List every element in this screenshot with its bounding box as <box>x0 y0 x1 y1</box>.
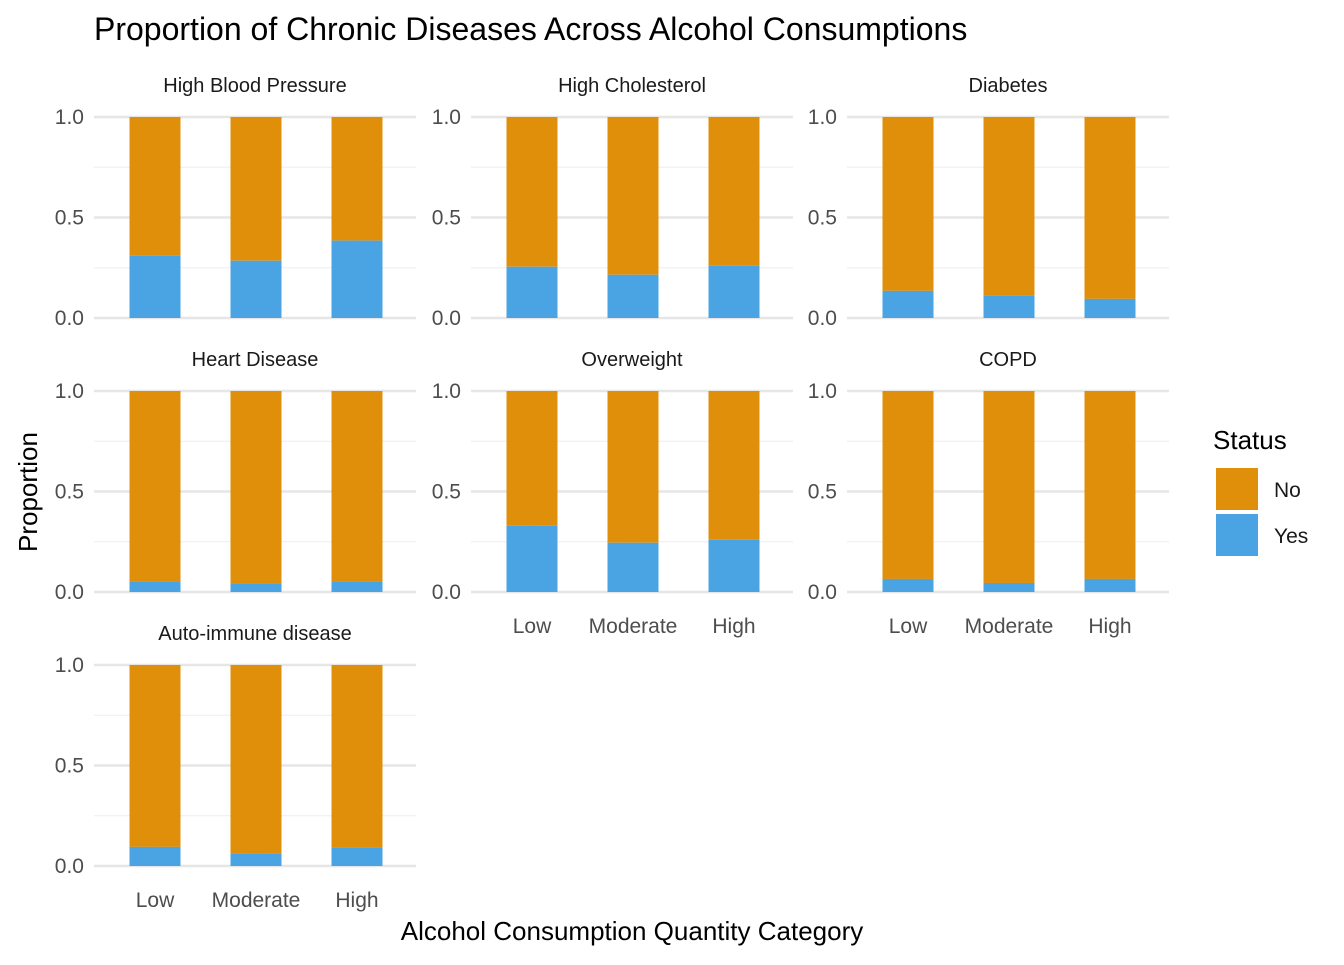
x-tick-label: Moderate <box>589 615 678 638</box>
bar-no-auto-immune-disease-moderate <box>230 665 282 854</box>
bar-no-high-blood-pressure-high <box>331 117 383 241</box>
y-tick-label: 0.5 <box>432 481 461 504</box>
bar-no-copd-low <box>882 391 934 579</box>
strip-label-high-blood-pressure: High Blood Pressure <box>163 75 346 97</box>
bar-no-diabetes-low <box>882 117 934 291</box>
x-tick-label: Low <box>136 889 175 912</box>
legend-label-yes: Yes <box>1274 525 1308 548</box>
bar-yes-copd-moderate <box>983 582 1035 592</box>
y-tick-label: 0.5 <box>55 755 84 778</box>
bar-no-high-blood-pressure-moderate <box>230 117 282 261</box>
x-tick-label: Low <box>889 615 928 638</box>
y-tick-label: 0.0 <box>55 581 84 604</box>
strip-label-diabetes: Diabetes <box>969 75 1048 97</box>
panel-copd: 0.0 0.5 1.0 COPD Low Moderate High <box>808 349 1169 638</box>
bar-no-overweight-low <box>506 391 558 526</box>
x-tick-label: High <box>712 615 755 638</box>
y-tick-label: 1.0 <box>55 380 84 403</box>
y-tick-label: 0.0 <box>432 307 461 330</box>
strip-label-copd: COPD <box>979 349 1037 371</box>
bar-yes-heart-disease-moderate <box>230 583 282 592</box>
bar-no-auto-immune-disease-high <box>331 665 383 848</box>
bar-yes-high-blood-pressure-low <box>129 255 181 318</box>
bar-yes-diabetes-high <box>1084 298 1136 318</box>
bar-no-high-blood-pressure-low <box>129 117 181 256</box>
y-tick-label: 0.0 <box>55 855 84 878</box>
panel-high-blood-pressure: 0.0 0.5 1.0 High Blood Pressure <box>55 75 416 330</box>
legend-label-no: No <box>1274 479 1301 502</box>
bar-yes-auto-immune-disease-low <box>129 846 181 866</box>
chart-title: Proportion of Chronic Diseases Across Al… <box>94 11 967 47</box>
y-tick-label: 0.0 <box>432 581 461 604</box>
y-tick-label: 1.0 <box>55 654 84 677</box>
x-tick-label: Moderate <box>212 889 301 912</box>
legend-title: Status <box>1213 425 1287 455</box>
bar-yes-copd-high <box>1084 578 1136 592</box>
x-axis-title: Alcohol Consumption Quantity Category <box>401 916 863 946</box>
x-tick-label: Moderate <box>965 615 1054 638</box>
bar-yes-heart-disease-high <box>331 581 383 592</box>
legend: Status No Yes <box>1213 425 1308 556</box>
x-tick-label: Low <box>513 615 552 638</box>
bar-yes-high-cholesterol-moderate <box>607 274 659 318</box>
panel-diabetes: 0.0 0.5 1.0 Diabetes <box>808 75 1169 330</box>
x-tick-label: High <box>335 889 378 912</box>
x-tick-label: High <box>1088 615 1131 638</box>
bar-no-high-cholesterol-high <box>708 117 760 266</box>
bar-no-diabetes-moderate <box>983 117 1035 296</box>
bar-yes-overweight-high <box>708 539 760 592</box>
bar-yes-high-cholesterol-low <box>506 266 558 318</box>
y-tick-label: 0.0 <box>808 307 837 330</box>
bar-yes-overweight-low <box>506 525 558 592</box>
bar-no-heart-disease-low <box>129 391 181 582</box>
bar-no-auto-immune-disease-low <box>129 665 181 847</box>
strip-label-auto-immune-disease: Auto-immune disease <box>158 623 351 645</box>
y-tick-label: 0.5 <box>55 481 84 504</box>
facet-panels: 0.0 0.5 1.0 High Blood Pressure 0.0 0.5 1.0 Hig… <box>55 75 1169 912</box>
legend-swatch-yes <box>1216 514 1258 556</box>
strip-label-overweight: Overweight <box>581 349 683 371</box>
y-tick-label: 1.0 <box>432 106 461 129</box>
bar-no-copd-moderate <box>983 391 1035 583</box>
y-tick-label: 0.0 <box>55 307 84 330</box>
bar-yes-diabetes-low <box>882 290 934 318</box>
y-tick-label: 1.0 <box>432 380 461 403</box>
bar-yes-diabetes-moderate <box>983 295 1035 318</box>
legend-swatch-no <box>1216 468 1258 510</box>
panel-overweight: 0.0 0.5 1.0 Overweight Low Moderate High <box>432 349 793 638</box>
y-axis-title: Proportion <box>13 432 43 552</box>
y-tick-label: 0.5 <box>808 481 837 504</box>
y-tick-label: 1.0 <box>808 106 837 129</box>
panel-high-cholesterol: 0.0 0.5 1.0 High Cholesterol <box>432 75 793 330</box>
bar-no-heart-disease-moderate <box>230 391 282 584</box>
y-tick-label: 1.0 <box>808 380 837 403</box>
bar-yes-high-blood-pressure-high <box>331 240 383 318</box>
bar-no-high-cholesterol-moderate <box>607 117 659 275</box>
strip-label-high-cholesterol: High Cholesterol <box>558 75 706 97</box>
strip-label-heart-disease: Heart Disease <box>192 349 319 371</box>
bar-yes-copd-low <box>882 578 934 592</box>
y-tick-label: 0.0 <box>808 581 837 604</box>
bar-yes-heart-disease-low <box>129 581 181 592</box>
y-tick-label: 0.5 <box>808 207 837 230</box>
panel-auto-immune-disease: 0.0 0.5 1.0 Auto-immune disease Low Moderate H… <box>55 623 416 912</box>
y-tick-label: 0.5 <box>55 207 84 230</box>
bar-yes-auto-immune-disease-high <box>331 847 383 866</box>
bar-no-heart-disease-high <box>331 391 383 582</box>
bar-no-overweight-high <box>708 391 760 540</box>
bar-yes-high-cholesterol-high <box>708 265 760 318</box>
y-tick-label: 1.0 <box>55 106 84 129</box>
bar-yes-overweight-moderate <box>607 542 659 592</box>
bar-no-overweight-moderate <box>607 391 659 543</box>
bar-yes-auto-immune-disease-moderate <box>230 853 282 866</box>
panel-heart-disease: 0.0 0.5 1.0 Heart Disease <box>55 349 416 604</box>
bar-yes-high-blood-pressure-moderate <box>230 260 282 318</box>
y-tick-label: 0.5 <box>432 207 461 230</box>
bar-no-copd-high <box>1084 391 1136 579</box>
bar-no-high-cholesterol-low <box>506 117 558 267</box>
bar-no-diabetes-high <box>1084 117 1136 299</box>
